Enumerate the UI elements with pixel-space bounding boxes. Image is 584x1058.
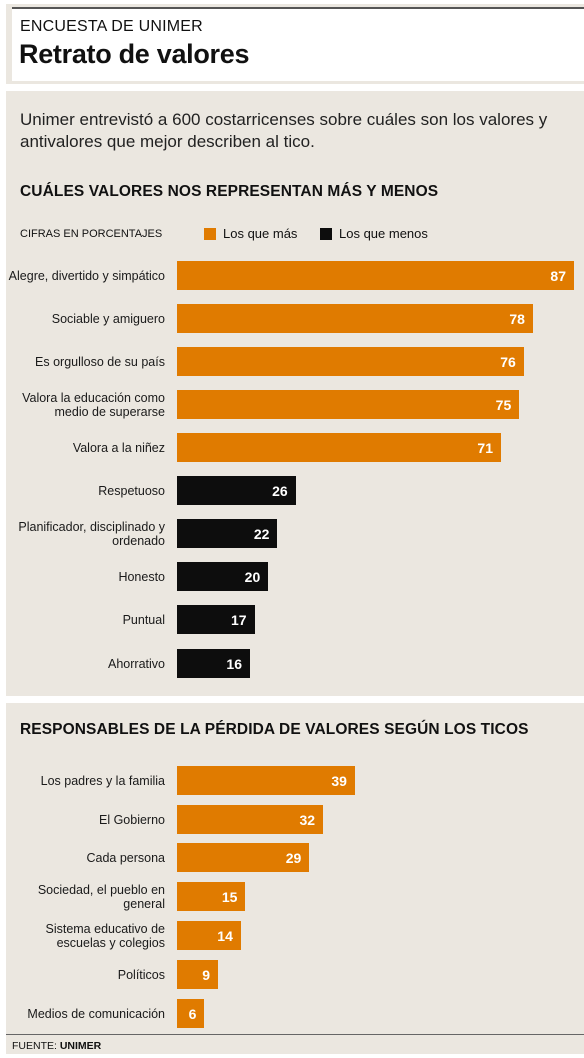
bar-label: Medios de comunicación	[27, 1006, 165, 1021]
header: ENCUESTA DE UNIMER Retrato de valores	[12, 9, 584, 81]
top-rule	[12, 7, 584, 9]
bar	[177, 921, 241, 950]
bar-value: 9	[202, 967, 211, 983]
bar-value: 15	[221, 889, 238, 905]
bar-value: 14	[217, 928, 233, 944]
bar-value: 29	[285, 850, 302, 866]
bar	[177, 519, 278, 548]
bar	[177, 605, 255, 634]
bar-value: 39	[331, 773, 347, 789]
bar-value: 87	[550, 268, 566, 284]
chart2-title: RESPONSABLES DE LA PÉRDIDA DE VALORES SE…	[20, 721, 529, 738]
source-label: FUENTE:	[12, 1040, 57, 1052]
footer-rule	[6, 1034, 584, 1035]
legend-label-mas: Los que más	[223, 226, 298, 241]
bar-label: Sistema educativo de escuelas y colegios	[45, 921, 165, 950]
bar-label: El Gobierno	[98, 812, 165, 827]
bar-label: Honesto	[118, 569, 165, 584]
bar	[177, 999, 205, 1028]
intro-text: Unimer entrevistó a 600 costarricenses s…	[20, 110, 548, 151]
bar-value: 20	[244, 569, 261, 585]
bar	[177, 390, 520, 419]
bar-label: Alegre, divertido y simpático	[8, 268, 165, 283]
bar	[177, 261, 574, 290]
bar-value: 16	[226, 656, 242, 672]
bar-label: Puntual	[122, 612, 165, 627]
bar	[177, 843, 310, 872]
units-note: CIFRAS EN PORCENTAJES	[20, 228, 163, 240]
bar-value: 75	[495, 397, 512, 413]
divider	[6, 696, 584, 703]
infographic-panel	[6, 4, 584, 1054]
bar	[177, 649, 250, 678]
bar	[177, 433, 501, 462]
bar-label: Cada persona	[86, 850, 165, 865]
bar-label: Respetuoso	[98, 483, 165, 498]
bar-label: Ahorrativo	[108, 656, 165, 671]
bar	[177, 347, 524, 376]
divider	[6, 84, 584, 91]
bar	[177, 476, 296, 505]
legend-item-mas: Los que más	[204, 226, 297, 241]
kicker: ENCUESTA DE UNIMER	[20, 18, 203, 35]
legend-item-menos: Los que menos	[320, 226, 428, 241]
bar-label: Políticos	[117, 967, 165, 982]
bar-label: Los padres y la familia	[40, 773, 165, 788]
bar	[177, 805, 324, 834]
bar-value: 26	[272, 483, 288, 499]
legend-label-menos: Los que menos	[339, 226, 428, 241]
bar	[177, 766, 355, 795]
bar-label: Sociedad, el pueblo en general	[37, 882, 165, 911]
bar-value: 76	[500, 354, 516, 370]
bar-label: Valora a la niñez	[72, 440, 165, 455]
bar	[177, 882, 246, 911]
source-name: UNIMER	[59, 1040, 102, 1052]
bar-value: 32	[299, 812, 316, 828]
bar-value: 78	[509, 311, 525, 327]
legend-swatch-orange	[204, 227, 216, 240]
bar-label: Es orgulloso de su país	[35, 354, 165, 369]
chart1-title: CUÁLES VALORES NOS REPRESENTAN MÁS Y MEN…	[20, 183, 439, 200]
legend-swatch-black	[320, 227, 332, 240]
source-credit: FUENTE: UNIMER	[12, 1040, 101, 1052]
bar	[177, 960, 219, 989]
bar-label: Sociable y amiguero	[51, 311, 165, 326]
bar-value: 17	[230, 612, 247, 628]
bar-label: Planificador, disciplinado y ordenado	[18, 519, 165, 548]
bar	[177, 562, 269, 591]
bar-value: 6	[188, 1006, 197, 1022]
bar	[177, 304, 533, 333]
bar-value: 22	[253, 526, 270, 542]
page-title: Retrato de valores	[19, 39, 250, 69]
bar-value: 71	[477, 440, 493, 456]
bar-label: Valora la educación como medio de supera…	[22, 390, 165, 419]
